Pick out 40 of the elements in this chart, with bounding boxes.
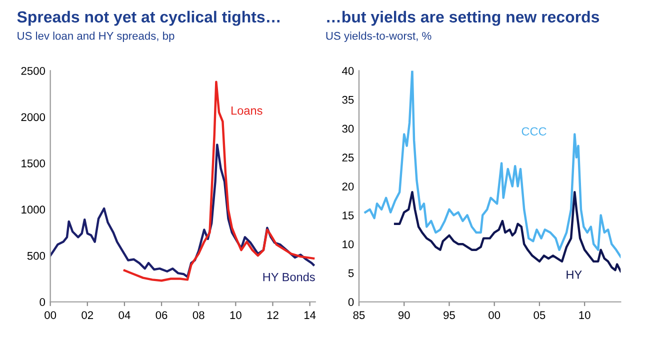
y-tick-label: 5: [348, 269, 354, 278]
y-tick-label: 35: [342, 96, 354, 104]
series-label: HY Bonds: [263, 272, 315, 282]
y-tick-label: 30: [342, 124, 354, 133]
x-tick-label: 08: [192, 311, 204, 320]
x-tick-label: 00: [44, 311, 56, 320]
y-tick-label: 25: [342, 154, 354, 162]
x-tick-label: 06: [156, 311, 168, 320]
y-tick-label: 40: [342, 66, 354, 75]
x-tick-label: 02: [82, 311, 94, 320]
x-tick-label: 90: [398, 311, 410, 320]
x-tick-label: 10: [579, 311, 590, 320]
y-tick-label: 0: [348, 298, 354, 306]
x-tick-label: 10: [230, 311, 242, 320]
line-series: [123, 80, 315, 282]
x-tick-label: 14: [304, 311, 316, 319]
y-tick-label: 2000: [21, 113, 46, 122]
y-tick-label: 10: [342, 240, 354, 248]
y-tick-label: 1000: [22, 206, 46, 214]
line-series: [364, 70, 621, 258]
y-tick-label: 2500: [21, 66, 46, 75]
chart-title: …but yields are setting new records: [327, 10, 600, 26]
y-tick-label: 500: [27, 252, 46, 260]
y-tick-label: 15: [342, 212, 354, 220]
y-tick-label: 0: [40, 298, 46, 306]
series-label: HY: [566, 270, 582, 279]
x-tick-label: 85: [353, 311, 365, 320]
y-tick-label: 20: [342, 182, 354, 190]
chart-subtitle: US yields-to-worst, %: [326, 32, 432, 42]
chart-subtitle: US lev loan and HY spreads, bp: [18, 32, 174, 42]
x-tick-label: 95: [444, 311, 455, 320]
x-tick-label: 04: [118, 311, 130, 320]
text: CCC: [522, 127, 546, 136]
x-tick-label: 12: [267, 311, 278, 319]
line-series: [394, 190, 621, 272]
y-tick-label: 1500: [22, 159, 46, 168]
x-tick-label: 05: [534, 311, 546, 320]
chart-title: Spreads not yet at cyclical tights…: [17, 10, 280, 26]
x-tick-label: 00: [488, 311, 500, 320]
series-label: Loans: [232, 106, 262, 115]
